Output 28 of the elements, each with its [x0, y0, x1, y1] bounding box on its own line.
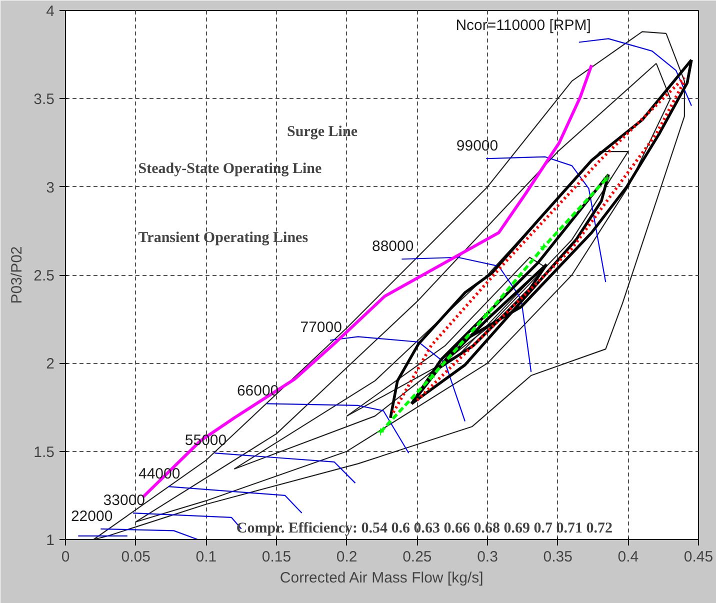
series-label: 99000 [456, 138, 498, 155]
series-label: 22000 [70, 508, 113, 525]
annotation: Surge Line [287, 124, 358, 140]
y-tick-label: 2 [46, 356, 54, 373]
x-tick-label: 0.45 [684, 548, 714, 566]
x-tick-label: 0.3 [477, 548, 498, 566]
y-tick-label: 1 [46, 532, 54, 549]
series-label: 88000 [372, 238, 414, 256]
y-tick-label: 2.5 [34, 268, 55, 284]
series-label: Ncor=110000 [RPM] [456, 17, 591, 34]
y-tick-label: 1.5 [34, 444, 55, 461]
x-tick-label: 0.15 [262, 548, 292, 566]
y-tick-label: 4 [46, 3, 54, 20]
x-tick-label: 0.2 [336, 548, 358, 566]
series-label: 77000 [300, 319, 342, 336]
series-label: 33000 [103, 492, 146, 510]
x-axis-title: Corrected Air Mass Flow [kg/s] [280, 570, 484, 586]
x-tick-label: 0.4 [618, 548, 639, 566]
y-axis-title: P03/P02 [8, 246, 26, 304]
x-tick-label: 0.1 [196, 548, 217, 566]
x-tick-label: 0.25 [402, 548, 432, 566]
annotation: Transient Operating Lines [138, 230, 308, 246]
x-tick-label: 0.35 [543, 548, 572, 566]
x-tick-label: 0.05 [121, 548, 150, 566]
y-tick-label: 3 [46, 179, 54, 196]
annotation: Steady-State Operating Line [138, 161, 322, 178]
x-tick-label: 0 [61, 548, 70, 566]
y-tick-label: 3.5 [34, 91, 55, 108]
